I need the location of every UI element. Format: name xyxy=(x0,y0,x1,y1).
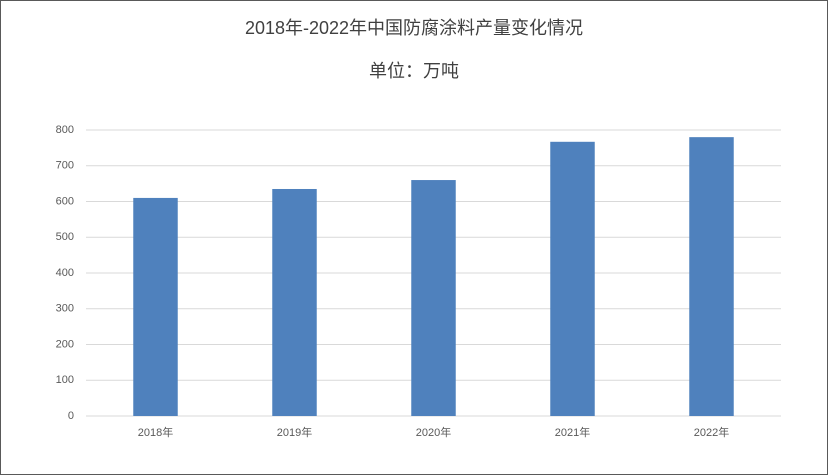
x-tick-label: 2022年 xyxy=(694,425,729,439)
y-tick-label: 300 xyxy=(56,303,74,315)
bar xyxy=(689,137,734,416)
y-tick-label: 200 xyxy=(56,338,74,350)
x-tick-label: 2021年 xyxy=(555,425,590,439)
bar xyxy=(272,188,317,416)
chart-subtitle: 单位：万吨 xyxy=(369,61,459,81)
y-tick-label: 0 xyxy=(68,410,74,422)
x-tick-label: 2020年 xyxy=(416,425,451,439)
y-tick-label: 500 xyxy=(56,231,74,243)
y-tick-label: 700 xyxy=(56,160,74,172)
y-tick-label: 400 xyxy=(56,267,74,279)
y-tick-label: 100 xyxy=(56,374,74,386)
y-tick-label: 600 xyxy=(56,195,74,207)
chart-title: 2018年-2022年中国防腐涂料产量变化情况 xyxy=(245,18,583,38)
bar xyxy=(133,197,178,416)
x-tick-label: 2019年 xyxy=(277,425,312,439)
bar xyxy=(411,180,456,416)
y-tick-label: 800 xyxy=(56,124,74,136)
bar xyxy=(550,141,595,417)
x-tick-label: 2018年 xyxy=(138,425,173,439)
